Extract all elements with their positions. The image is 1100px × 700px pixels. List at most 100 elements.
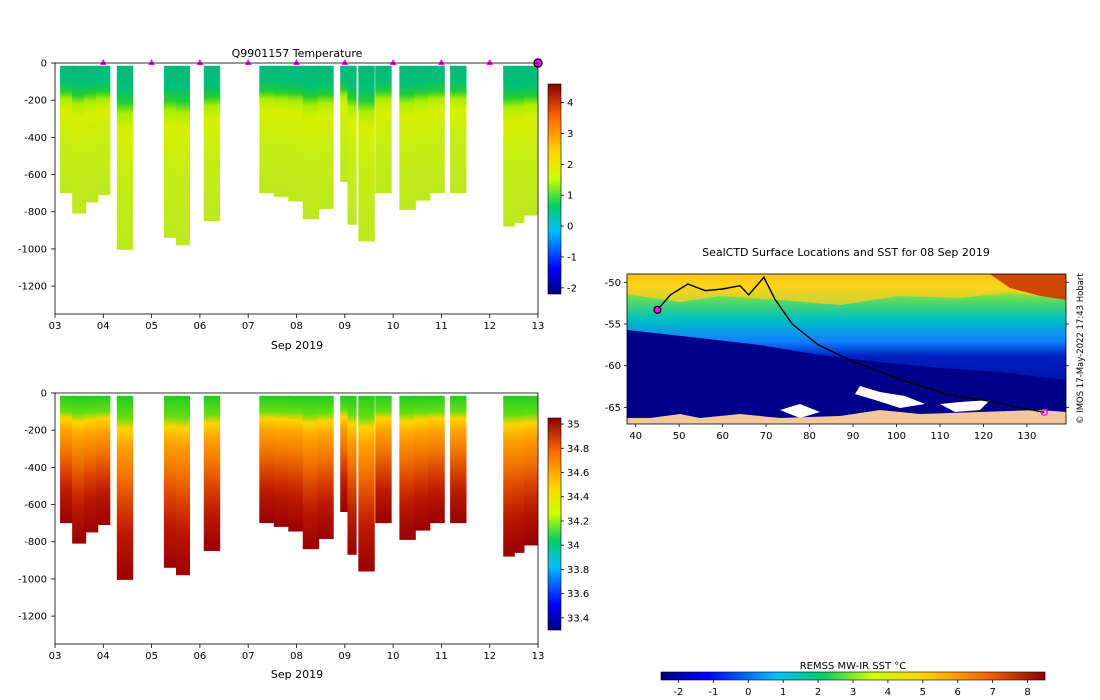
temperature-profile-column [203,65,221,222]
temperature-profile-column [347,65,357,225]
x-tick-label: 06 [194,321,207,332]
x-tick-label: 12 [483,651,496,662]
temperature-profile-column [317,65,334,209]
lon-tick-label: 120 [974,431,993,442]
x-tick-label: 04 [97,321,110,332]
sst-colorbar-tick-label: -2 [673,687,683,698]
temperature-x-axis: 03 04 05 06 07 08 09 10 11 12 13 [49,314,544,332]
salinity-profile-column [288,395,305,532]
surface-marker [341,59,348,65]
temperature-profile-column [288,65,305,202]
sst-colorbar-tick-label: 8 [1024,687,1030,698]
x-tick-label: 03 [49,321,62,332]
temperature-profile-column [302,65,320,220]
y-tick-label: -1200 [18,612,47,623]
track-start-marker [653,305,662,314]
lon-tick-label: 70 [760,431,773,442]
lat-tick-label: -55 [605,320,621,331]
antarctic-land [627,410,1066,424]
y-tick-label: -1200 [18,282,47,293]
colorbar-tick-label: 35 [567,420,580,431]
map-latitude-axis: -50 -55 -60 -65 [605,278,1069,414]
colorbar-tick-label: 33.4 [567,613,589,624]
sst-colorbar-tick-label: -1 [708,687,718,698]
current-position-marker [1040,408,1048,416]
salinity-profile-column [428,395,445,524]
salinity-profile-column [347,395,357,555]
salinity-profile-column [317,395,334,539]
y-tick-label: -1000 [18,244,47,255]
colorbar-tick-label: -2 [567,283,577,294]
salinity-profile-column [96,395,111,526]
x-tick-label: 08 [290,651,303,662]
colorbar-tick-label: 2 [567,160,573,171]
lon-tick-label: 100 [887,431,906,442]
temperature-profile-column [273,65,291,197]
salinity-profile-column [450,395,467,524]
temperature-profile-column [375,65,392,194]
sea-ice-patch [855,386,925,408]
sst-colorbar-tick-label: 7 [989,687,995,698]
lon-tick-label: 130 [1017,431,1036,442]
x-tick-label: 03 [49,651,62,662]
salinity-y-axis: 0 -200 -400 -600 -800 -1000 -1200 [18,389,55,623]
surface-marker [245,59,252,65]
surface-marker [293,59,300,65]
temperature-profile-column [512,65,525,223]
sst-colorbar-ticks: -2 -1 0 1 2 3 4 5 6 7 8 [673,680,1031,698]
salinity-profile-column [60,395,75,524]
temperature-profile-column [503,65,515,227]
temperature-profile-column [259,65,276,194]
colorbar-tick-label: 0 [567,222,573,233]
colorbar-tick-label: 4 [567,98,573,109]
x-tick-label: 09 [338,651,351,662]
x-tick-label: 10 [387,321,400,332]
colorbar-tick-label: 34 [567,541,580,552]
cold-water-zone [627,330,1066,424]
y-tick-label: -400 [24,133,47,144]
sst-colorbar-tick-label: 2 [815,687,821,698]
temperature-profile-column [358,65,375,242]
temperature-profile-column [84,65,99,203]
sst-colorbar-tick-label: 1 [780,687,786,698]
colorbar-tick-label: 33.6 [567,589,589,600]
x-tick-label: 09 [338,321,351,332]
colorbar-tick-label: -1 [567,252,577,263]
temperature-profiles [60,65,538,250]
y-tick-label: -800 [24,537,47,548]
salinity-profile-column [273,395,291,527]
map-frame [626,273,1067,425]
sst-colorbar-tick-label: 6 [955,687,961,698]
temperature-profile-column [428,65,445,194]
salinity-profile-column [302,395,320,550]
salinity-profile-column [84,395,99,533]
y-tick-label: 0 [41,389,47,400]
salinity-x-axis-label: Sep 2019 [271,668,323,681]
temperature-section-panel: Q9901157 Temperature 03 04 05 06 07 08 09 10 11 1… [18,47,577,352]
y-tick-label: -1000 [18,574,47,585]
temperature-profile-column [116,65,134,250]
y-tick-label: 0 [41,59,47,70]
salinity-profile-column [116,395,134,580]
temperature-colorbar [547,83,562,295]
lon-tick-label: 50 [673,431,686,442]
sst-field [627,274,1066,424]
sst-map-panel: SealCTD Surface Locations and SST for 08… [605,246,1086,698]
colorbar-tick-label: 34.6 [567,468,589,479]
salinity-profile-column [523,395,538,546]
x-tick-label: 13 [532,651,545,662]
lat-tick-label: -60 [605,361,621,372]
sea-ice-patch [780,404,820,418]
temperature-profile-column [340,65,350,182]
salinity-profile-column [259,395,276,524]
salinity-x-axis: 03 04 05 06 07 08 09 10 11 12 13 [49,644,545,662]
temperature-y-axis: 0 -200 -400 -600 -800 -1000 -1200 [18,59,55,293]
salinity-profile-column [413,395,431,531]
surface-marker [100,59,107,65]
y-tick-label: -400 [24,463,47,474]
salinity-profile-column [72,395,87,544]
colorbar-tick-label: 34.4 [567,492,589,503]
temperature-profile-column [96,65,111,196]
sea-ice-patch [940,400,990,412]
